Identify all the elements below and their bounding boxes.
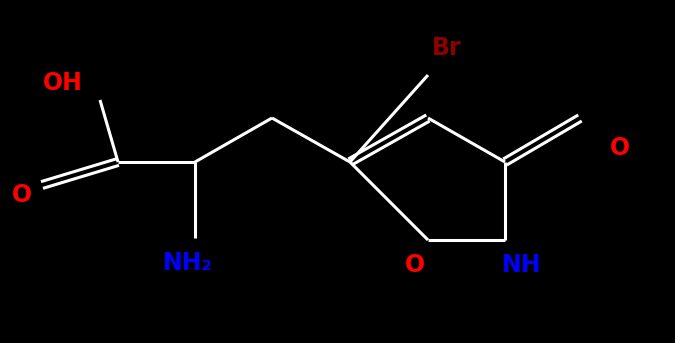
Text: O: O bbox=[12, 183, 32, 207]
Text: Br: Br bbox=[432, 36, 462, 60]
Text: O: O bbox=[610, 136, 630, 160]
Text: O: O bbox=[405, 253, 425, 277]
Text: NH₂: NH₂ bbox=[163, 251, 213, 275]
Text: NH: NH bbox=[502, 253, 541, 277]
Text: OH: OH bbox=[43, 71, 83, 95]
